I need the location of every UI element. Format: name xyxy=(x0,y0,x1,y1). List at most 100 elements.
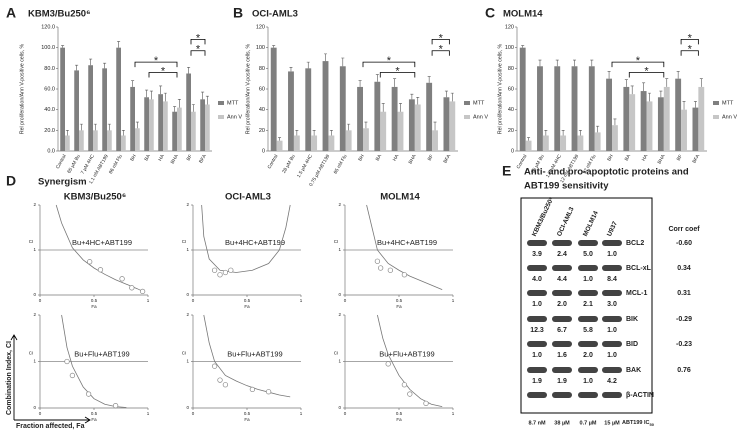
bar xyxy=(79,130,84,151)
y-tick-label: 80.0 xyxy=(44,66,55,72)
error-bar xyxy=(555,59,559,67)
y-tick-label: 0 xyxy=(186,405,189,410)
bar xyxy=(121,135,126,151)
y-tick-label: 40 xyxy=(259,107,265,113)
error-bar xyxy=(630,85,634,95)
y-tick-label: 20.0 xyxy=(44,128,55,134)
annotation: Bu+Flu+ABT199 xyxy=(227,349,282,358)
y-tick-label: 0 xyxy=(186,292,189,297)
bar xyxy=(640,91,647,151)
x-tick-label: BF xyxy=(676,154,684,162)
level-value: 2.4 xyxy=(557,251,567,258)
bar xyxy=(149,99,154,151)
axis-label: Fraction affected, Fa xyxy=(16,423,85,430)
error-bar xyxy=(79,123,83,131)
x-tick-label: 86 nM Flu xyxy=(108,153,124,175)
error-bar xyxy=(665,78,669,87)
error-bar xyxy=(149,90,153,100)
y-tick-label: 60 xyxy=(508,86,514,92)
bar xyxy=(519,47,526,151)
band xyxy=(552,265,572,271)
bar xyxy=(663,86,670,151)
bar xyxy=(449,101,456,151)
bar xyxy=(135,128,140,151)
level-value: 1.9 xyxy=(532,378,542,385)
bar xyxy=(657,97,664,151)
lane-label: U937 xyxy=(606,220,619,237)
level-value: 6.7 xyxy=(557,327,567,334)
x-tick-label: 1 xyxy=(300,298,303,303)
chart-title: KBM3/Bu250⁶ xyxy=(28,9,90,20)
bracket xyxy=(431,50,450,56)
error-bar xyxy=(433,121,437,131)
error-bar xyxy=(578,130,582,136)
bar xyxy=(172,111,177,151)
bar xyxy=(93,130,98,151)
point xyxy=(228,267,234,273)
band xyxy=(527,290,547,296)
bar xyxy=(200,99,205,151)
band xyxy=(578,367,598,373)
bar xyxy=(623,86,630,151)
x-tick-label: 0 xyxy=(39,411,42,416)
blot-frame xyxy=(520,197,653,414)
error-bar xyxy=(201,91,205,100)
x-tick-label: 1 xyxy=(147,298,150,303)
legend-label: Ann V xyxy=(473,114,488,120)
point xyxy=(64,358,70,365)
band xyxy=(602,265,622,271)
significance: * xyxy=(161,65,166,77)
y-axis-label: CI xyxy=(29,351,34,356)
x-tick-label: BHA xyxy=(170,153,181,165)
y-axis-label: Rel proliferation/Ann V-positive cells, … xyxy=(245,43,251,134)
bar xyxy=(205,104,210,151)
x-axis-label: Fa xyxy=(91,417,97,422)
point xyxy=(374,258,381,264)
significance: * xyxy=(387,55,392,67)
point xyxy=(387,267,394,273)
error-bar xyxy=(295,130,299,136)
panel-label: C xyxy=(485,5,495,21)
legend-label: Ann V xyxy=(227,114,242,120)
bar xyxy=(391,86,398,151)
x-tick-label: Control xyxy=(267,154,280,170)
protein-label: BCL2 xyxy=(626,240,644,247)
y-axis-label: CI xyxy=(182,351,187,356)
ic50-value: 0.7 µM xyxy=(580,420,597,426)
y-tick-label: 20 xyxy=(259,128,265,134)
point xyxy=(112,403,119,409)
level-value: 1.0 xyxy=(532,352,542,359)
bar xyxy=(554,66,561,151)
error-bar xyxy=(107,123,111,131)
y-axis-label: CI xyxy=(29,239,34,244)
bar xyxy=(414,104,421,151)
x-axis-label: Fa xyxy=(244,304,250,309)
y-axis-label: Rel proliferation/Ann V-positive cells, … xyxy=(19,43,25,134)
error-bar xyxy=(75,64,79,71)
bracket xyxy=(628,72,665,78)
corr-value: -0.29 xyxy=(676,316,692,323)
error-bar xyxy=(381,103,385,112)
error-bar xyxy=(205,95,209,105)
error-bar xyxy=(329,130,333,136)
panel-label: D xyxy=(6,173,16,189)
bar xyxy=(177,107,182,151)
y-tick-label: 0 xyxy=(262,148,265,154)
y-tick-label: 60 xyxy=(259,86,265,92)
x-tick-label: 0.5 xyxy=(244,298,251,303)
error-bar xyxy=(93,123,97,131)
error-bar xyxy=(410,93,414,100)
significance: * xyxy=(688,32,693,44)
bar xyxy=(692,107,699,151)
y-tick-label: 80 xyxy=(508,66,514,72)
x-tick-label: 0.5 xyxy=(396,411,403,416)
bar xyxy=(571,66,578,151)
error-bar xyxy=(121,130,125,136)
level-value: 3.9 xyxy=(532,251,542,258)
x-tick-label: BA xyxy=(375,153,384,162)
error-bar xyxy=(427,76,431,83)
bar xyxy=(276,140,283,151)
x-tick-label: 0 xyxy=(344,298,347,303)
point xyxy=(222,269,229,276)
